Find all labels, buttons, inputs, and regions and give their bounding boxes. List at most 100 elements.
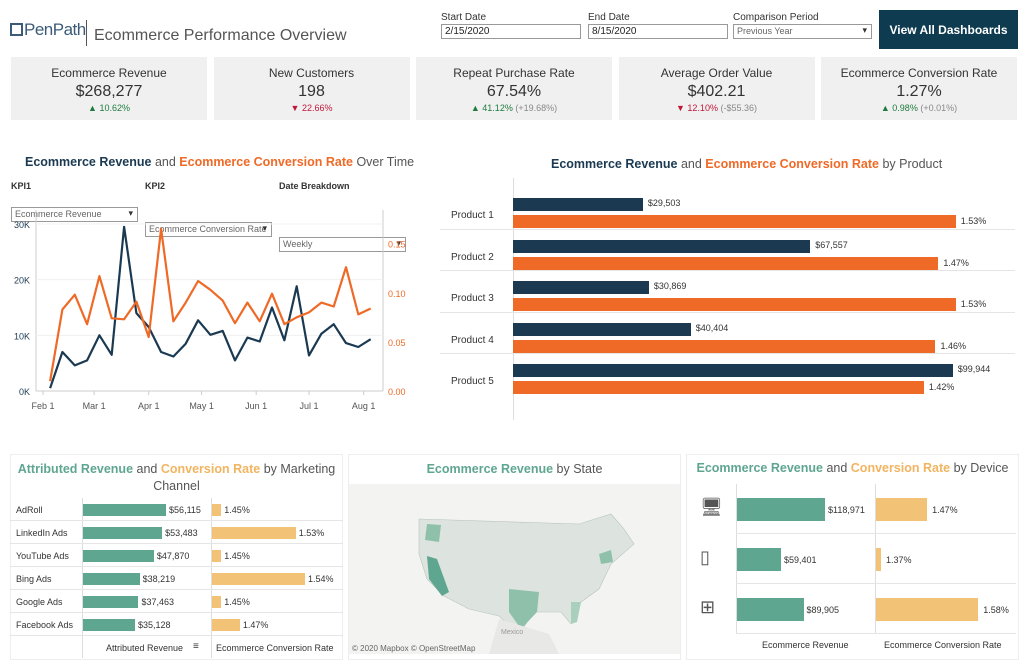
channel-panel: [10, 454, 343, 660]
end-date-input[interactable]: 8/15/2020: [588, 24, 728, 39]
kpi-title: Ecommerce Conversion Rate: [840, 66, 998, 80]
attributed-revenue-bar: [83, 619, 135, 631]
start-date-input[interactable]: 2/15/2020: [441, 24, 581, 39]
end-date-label: End Date: [588, 12, 630, 23]
revenue-line: [49, 225, 372, 389]
y-right-tick-label: 0.10: [388, 289, 406, 299]
breakdown-select[interactable]: Weekly: [279, 237, 406, 252]
triangle-up-icon: ▲: [470, 103, 480, 113]
conversion-bar: [212, 527, 296, 539]
revenue-label: $47,870: [156, 551, 190, 561]
conversion-label: 1.47%: [943, 257, 969, 268]
conversion-bar: [513, 381, 924, 394]
device-bar-chart: 🖥 $118,971 1.47% ▯ $59,401 1.37% ⊞ $89,905 1.58%…: [686, 484, 1019, 656]
conversion-label: 1.45%: [224, 551, 250, 561]
y-left-tick-label: 30K: [14, 220, 30, 230]
x-tick-label: Aug 1: [352, 401, 376, 411]
device-panel: [686, 454, 1019, 660]
triangle-down-icon: ▼: [290, 103, 300, 113]
product-label: Product 5: [451, 376, 494, 387]
triangle-up-icon: ▲: [880, 103, 890, 113]
view-all-dashboards-button[interactable]: View All Dashboards: [879, 10, 1018, 49]
conversion-bar: [876, 498, 928, 521]
us-state-map[interactable]: Mexico: [349, 484, 680, 654]
triangle-up-icon: ▲: [88, 103, 97, 113]
kpi-delta: 41.12%: [482, 103, 513, 113]
revenue-label: $35,128: [137, 620, 171, 630]
conversion-bar: [212, 573, 305, 585]
conversion-bar: [212, 619, 240, 631]
kpi-card: New Customers 198 ▼ 22.66%: [213, 57, 410, 120]
product-chart-title: Ecommerce Revenue and Ecommerce Conversi…: [551, 157, 943, 171]
revenue-label: $99,944: [957, 364, 991, 374]
revenue-label: $59,401: [783, 555, 817, 565]
conversion-label: 1.53%: [960, 216, 987, 226]
conversion-bar: [876, 548, 881, 571]
triangle-down-icon: ▼: [675, 103, 685, 113]
conversion-bar: [212, 596, 222, 608]
y-left-tick-label: 0K: [19, 387, 30, 397]
state-florida: [571, 602, 581, 624]
attributed-revenue-bar: [83, 550, 154, 562]
revenue-label: $29,503: [647, 198, 681, 208]
x-tick-label: May 1: [189, 401, 214, 411]
revenue-bar: [737, 498, 826, 521]
attributed-revenue-bar: [83, 527, 163, 539]
kpi-delta: 12.10%: [687, 103, 718, 113]
kpi1-select[interactable]: Ecommerce Revenue: [11, 207, 138, 222]
conversion-label: 1.42%: [928, 382, 955, 392]
row-divider: [10, 520, 343, 521]
device-chart-title: Ecommerce Revenue and Conversion Rate by…: [696, 461, 1009, 475]
comparison-select[interactable]: Previous Year: [733, 24, 872, 39]
attributed-revenue-bar: [83, 596, 139, 608]
revenue-bar: [737, 598, 804, 621]
revenue-bar: [513, 281, 649, 294]
kpi-delta-abs: (-$55.36): [720, 103, 757, 113]
state-texas: [509, 589, 539, 629]
x-tick-label: Apr 1: [138, 401, 160, 411]
x-tick-label: Feb 1: [32, 401, 55, 411]
conversion-label: 1.47%: [932, 505, 958, 515]
axis-line: [82, 498, 83, 658]
time-chart-title: Ecommerce Revenue and Ecommerce Conversi…: [25, 155, 415, 169]
conversion-label: 1.47%: [242, 620, 269, 630]
state-california: [427, 556, 449, 596]
tablet-icon: ⊞: [700, 597, 716, 617]
product-label: Product 3: [451, 293, 494, 304]
kpi-card: Ecommerce Conversion Rate 1.27% ▲ 0.98% …: [821, 57, 1017, 120]
kpi2-select[interactable]: Ecommerce Conversion Rate: [145, 222, 272, 237]
conversion-bar: [513, 298, 956, 311]
axis-line: [211, 498, 212, 658]
channel-label: LinkedIn Ads: [16, 528, 68, 538]
conversion-bar: [876, 598, 979, 621]
conversion-label: 1.46%: [940, 340, 967, 351]
comparison-label: Comparison Period: [733, 12, 819, 23]
kpi-value: 198: [298, 83, 325, 100]
revenue-label: $89,905: [806, 605, 840, 615]
conversion-label: 1.53%: [298, 528, 325, 538]
revenue-label: $67,557: [815, 239, 848, 250]
y-left-tick-label: 20K: [14, 276, 30, 286]
x-tick-label: Jun 1: [245, 401, 267, 411]
product-label: Product 4: [451, 334, 494, 346]
x-tick-label: Mar 1: [83, 401, 106, 411]
row-divider: [10, 635, 343, 636]
revenue-bar: [737, 548, 781, 571]
product-label: Product 2: [451, 251, 494, 263]
conversion-rate-line: [49, 227, 372, 382]
product-label: Product 1: [451, 210, 494, 221]
row-divider: [440, 228, 1015, 230]
channel-label: Bing Ads: [16, 574, 52, 584]
revenue-bar: [513, 198, 643, 211]
kpi-value: 67.54%: [486, 83, 542, 100]
col-header-conversion: Ecommerce Conversion Rate: [884, 640, 1002, 650]
y-right-tick-label: 0.15: [388, 240, 406, 250]
map-attribution: © 2020 Mapbox © OpenStreetMap: [352, 644, 476, 653]
desktop-icon: 🖥: [700, 497, 723, 517]
row-divider: [10, 566, 343, 567]
revenue-label: $118,971: [828, 505, 865, 515]
kpi-delta: 0.98%: [892, 103, 918, 113]
kpi-title: Repeat Purchase Rate: [453, 66, 575, 80]
conversion-label: 1.45%: [224, 505, 250, 515]
row-divider: [10, 589, 343, 590]
